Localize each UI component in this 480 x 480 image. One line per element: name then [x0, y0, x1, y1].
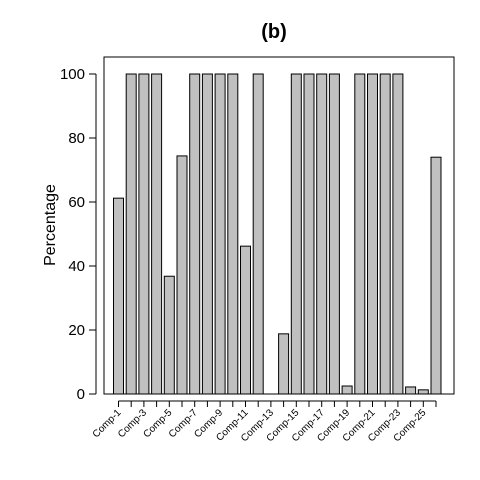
y-axis: 0 20 40 60 80 100 [60, 66, 97, 403]
bar-comp-9 [214, 73, 226, 395]
bar-comp-21 [367, 73, 378, 395]
bar-comp-19 [341, 385, 353, 395]
bar-comp-10 [227, 73, 239, 395]
bar-comp-26 [430, 156, 442, 395]
bar-comp-22 [379, 73, 391, 395]
bar-comp-11 [240, 245, 251, 395]
bar-comp-16 [303, 73, 315, 395]
bar-comp-7 [189, 73, 201, 395]
bar-comp-3 [138, 73, 150, 395]
y-tick-label: 60 [68, 194, 85, 211]
y-axis-label: Percentage [42, 184, 59, 266]
bar-comp-2 [125, 73, 137, 395]
bars-group [113, 73, 442, 395]
bar-comp-23 [392, 73, 404, 395]
y-tick-label: 20 [68, 322, 85, 339]
y-tick-label: 40 [68, 258, 85, 275]
y-tick-label: 100 [60, 66, 85, 83]
bar-comp-25 [417, 389, 429, 395]
bar-comp-20 [354, 73, 366, 395]
bar-comp-17 [316, 73, 328, 395]
bar-comp-14 [278, 333, 290, 395]
bar-comp-15 [290, 73, 302, 395]
chart-title: (b) [261, 21, 287, 43]
x-axis: Comp-1Comp-3Comp-5Comp-7Comp-9Comp-11Com… [91, 400, 437, 444]
bar-comp-8 [201, 73, 213, 395]
y-tick-label: 0 [77, 386, 85, 403]
bar-comp-5 [163, 275, 175, 395]
bar-comp-4 [151, 73, 163, 395]
bar-comp-24 [405, 386, 417, 395]
bar-comp-12 [252, 73, 264, 395]
bar-comp-18 [328, 73, 340, 395]
bar-comp-1 [113, 197, 124, 395]
y-tick-label: 80 [68, 130, 85, 147]
bar-comp-6 [176, 155, 188, 395]
